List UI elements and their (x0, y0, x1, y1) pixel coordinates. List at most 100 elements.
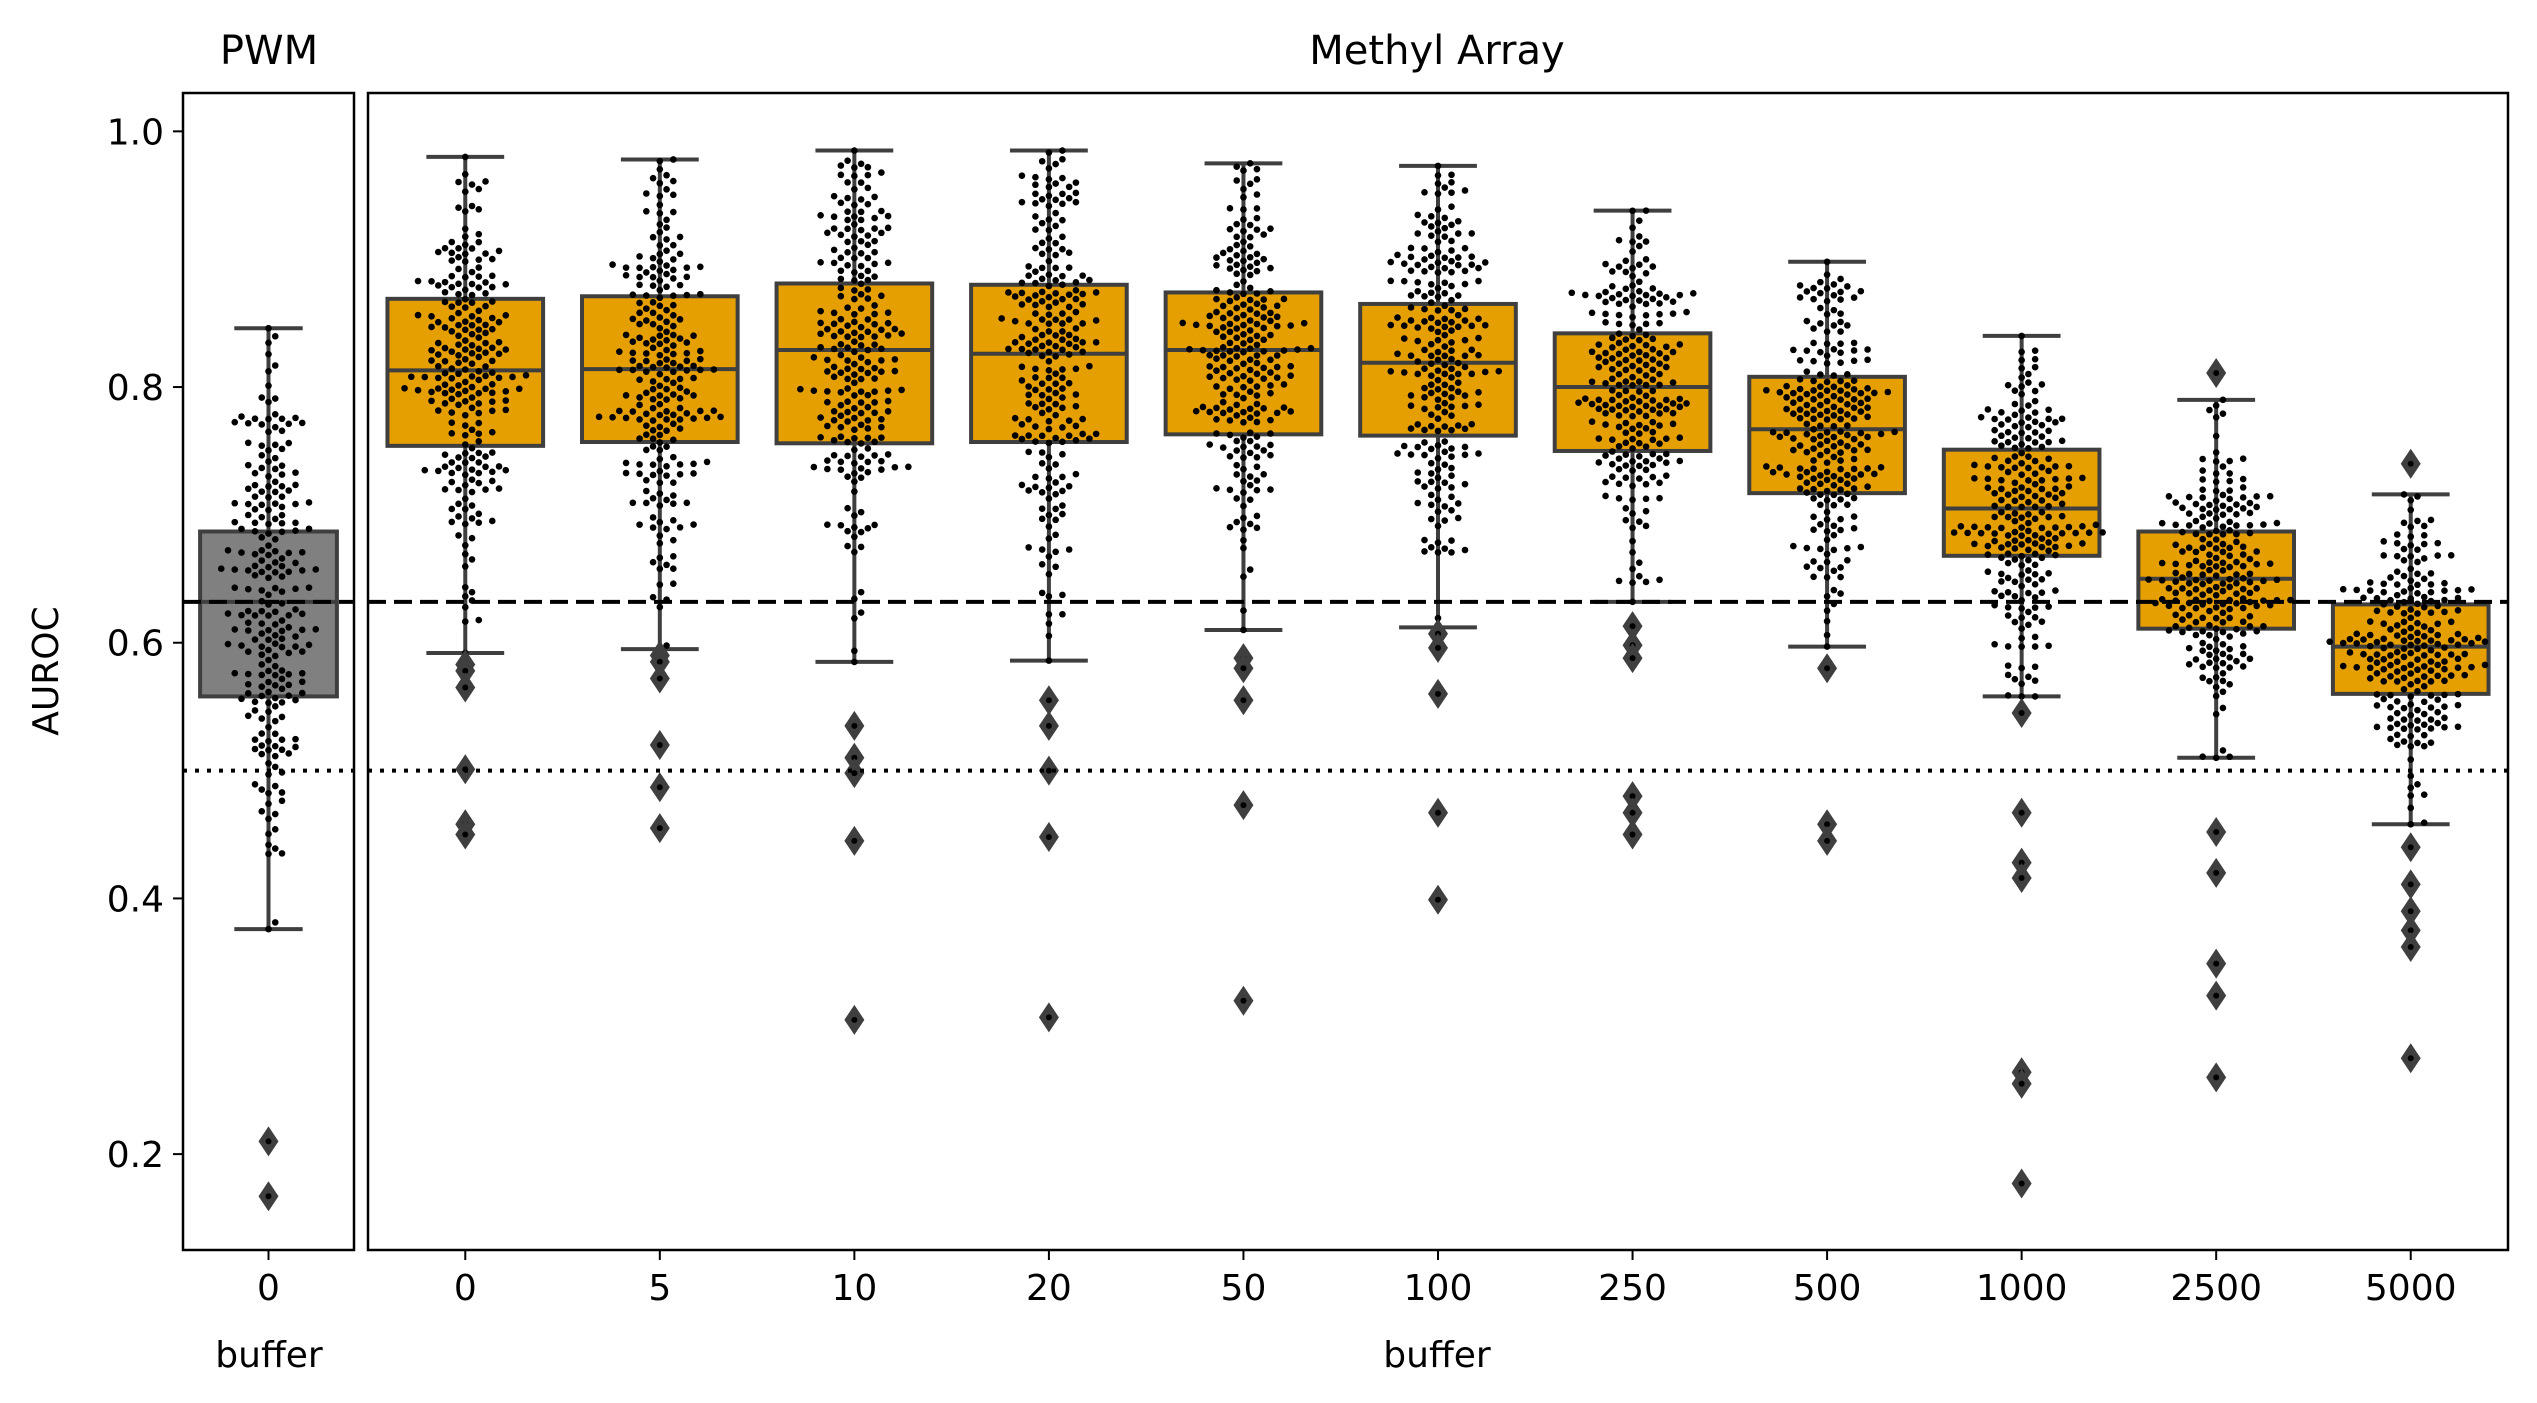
swarm-point (1435, 896, 1441, 903)
swarm-point (851, 414, 858, 422)
swarm-point (1656, 319, 1663, 327)
swarm-point (844, 208, 851, 215)
swarm-point (1038, 400, 1046, 408)
swarm-point (1817, 472, 1824, 479)
swarm-point (1629, 458, 1636, 465)
swarm-point (1213, 404, 1220, 412)
swarm-point (1273, 363, 1281, 371)
swarm-point (2434, 661, 2442, 669)
swarm-point (2219, 640, 2227, 648)
swarm-point (2393, 568, 2401, 575)
swarm-point (1615, 391, 1623, 399)
swarm-point (265, 1138, 272, 1145)
swarm-point (2414, 706, 2421, 714)
swarm-point (1421, 318, 1428, 325)
swarm-point (1461, 425, 1469, 433)
swarm-point (830, 345, 838, 353)
swarm-point (461, 378, 469, 386)
swarm-point (271, 652, 279, 660)
swarm-point (676, 363, 684, 371)
swarm-point (238, 525, 245, 533)
swarm-point (649, 363, 657, 371)
swarm-point (676, 250, 684, 258)
swarm-point (2219, 410, 2227, 417)
swarm-point (1059, 610, 1066, 618)
swarm-point (663, 270, 670, 278)
swarm-point (1991, 426, 1998, 434)
swarm-point (461, 170, 469, 178)
swarm-point (1830, 306, 1838, 314)
swarm-point (1414, 261, 1422, 269)
swarm-point (1427, 389, 1435, 397)
swarm-point (1059, 245, 1066, 253)
swarm-point (448, 328, 456, 335)
swarm-point (1837, 526, 1844, 534)
swarm-point (1810, 284, 1817, 292)
swarm-point (1998, 554, 2005, 561)
swarm-point (1441, 381, 1449, 389)
swarm-point (1240, 419, 1247, 426)
swarm-point (2427, 678, 2435, 685)
swarm-point (1823, 297, 1831, 305)
swarm-point (857, 216, 865, 224)
swarm-point (1850, 446, 1858, 454)
swarm-point (428, 323, 435, 331)
swarm-point (1783, 471, 1790, 478)
swarm-point (1656, 479, 1663, 487)
swarm-point (1595, 405, 1603, 413)
swarm-point (2387, 609, 2394, 616)
swarm-point (1045, 767, 1052, 774)
swarm-point (1857, 399, 1865, 407)
swarm-point (2219, 747, 2227, 754)
swarm-point (265, 415, 272, 423)
swarm-point (2239, 574, 2247, 582)
swarm-point (2038, 485, 2046, 493)
swarm-point (844, 304, 851, 311)
swarm-point (1461, 305, 1469, 313)
swarm-point (2219, 650, 2227, 658)
swarm-point (1810, 445, 1817, 452)
swarm-point (851, 754, 858, 761)
swarm-point (244, 619, 252, 626)
swarm-point (817, 211, 824, 219)
swarm-point (2427, 626, 2435, 634)
x-tick-label: 0 (257, 1268, 280, 1309)
swarm-point (1823, 516, 1831, 523)
swarm-point (2226, 527, 2233, 534)
swarm-point (2165, 493, 2173, 500)
swarm-point (2092, 521, 2100, 529)
swarm-point (2212, 655, 2220, 663)
swarm-point (1038, 391, 1046, 399)
swarm-point (455, 341, 462, 349)
swarm-point (2366, 655, 2374, 663)
swarm-point (1441, 331, 1449, 339)
swarm-point (1622, 356, 1630, 364)
swarm-point (1635, 518, 1643, 526)
swarm-point (663, 346, 670, 354)
swarm-point (1441, 323, 1449, 331)
swarm-point (1307, 344, 1315, 352)
swarm-point (1427, 445, 1435, 453)
swarm-point (1850, 435, 1858, 443)
swarm-point (1642, 522, 1650, 530)
swarm-point (1233, 163, 1241, 170)
swarm-point (2011, 592, 2019, 600)
box-group-5 (580, 156, 740, 844)
swarm-point (258, 513, 266, 521)
swarm-point (844, 249, 851, 256)
swarm-point (1045, 523, 1053, 530)
swarm-point (1045, 593, 1053, 600)
swarm-point (1240, 514, 1247, 522)
swarm-point (1253, 250, 1261, 258)
swarm-point (837, 254, 845, 262)
swarm-point (663, 385, 670, 393)
swarm-point (2206, 566, 2213, 574)
swarm-point (851, 277, 858, 284)
swarm-point (475, 438, 483, 445)
swarm-point (1448, 203, 1455, 210)
swarm-point (1233, 281, 1241, 289)
swarm-point (1448, 327, 1455, 334)
swarm-point (441, 344, 449, 352)
swarm-point (1427, 372, 1435, 379)
swarm-point (2025, 519, 2032, 527)
